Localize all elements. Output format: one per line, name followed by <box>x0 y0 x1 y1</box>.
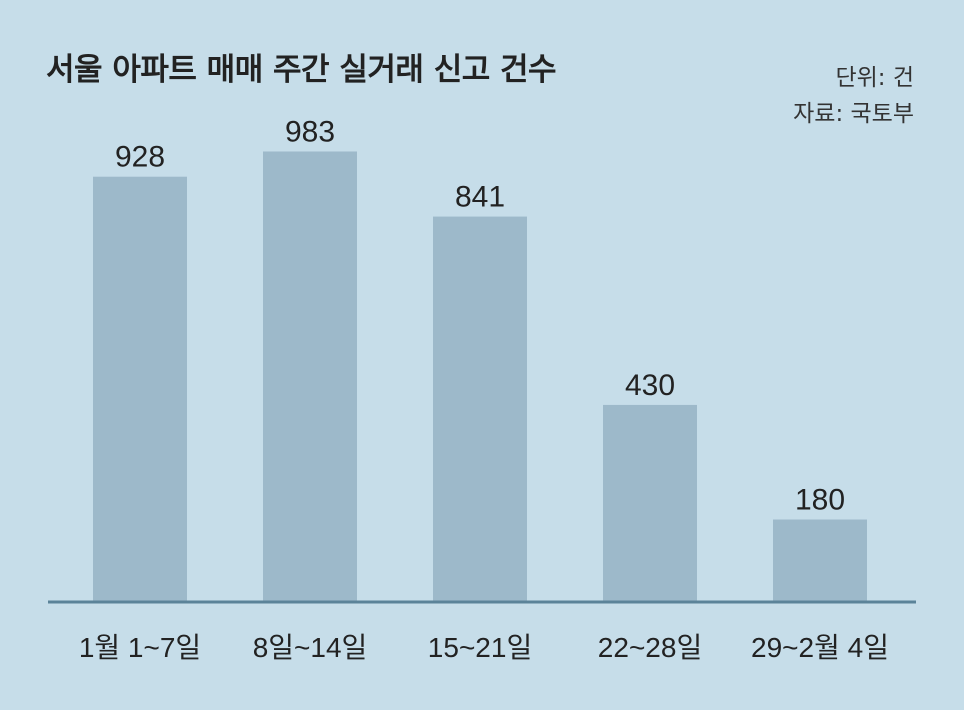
bar <box>263 151 357 603</box>
bar-value-label: 841 <box>455 181 505 214</box>
bar-value-label: 928 <box>115 141 165 174</box>
value-labels-layer: 928 983 841 430 180 <box>115 115 845 516</box>
bar-value-label: 983 <box>285 115 335 148</box>
bar <box>433 216 527 602</box>
bar <box>773 519 867 602</box>
x-tick-label: 1월 1~7일 <box>79 632 201 663</box>
x-tick-label: 15~21일 <box>428 632 532 663</box>
x-tick-label: 8일~14일 <box>253 632 368 663</box>
x-tick-label: 29~2월 4일 <box>751 632 889 663</box>
bars-layer <box>93 151 867 603</box>
x-tick-label: 22~28일 <box>598 632 702 663</box>
bar-value-label: 180 <box>795 484 845 517</box>
x-tick-labels-layer: 1월 1~7일 8일~14일 15~21일 22~28일 29~2월 4일 <box>79 632 889 663</box>
bar <box>93 176 187 602</box>
bar <box>603 404 697 602</box>
bar-value-label: 430 <box>625 369 675 402</box>
source-label: 자료: 국토부 <box>793 101 914 127</box>
unit-label: 단위: 건 <box>835 65 914 91</box>
chart-title: 서울 아파트 매매 주간 실거래 신고 건수 <box>46 52 557 88</box>
